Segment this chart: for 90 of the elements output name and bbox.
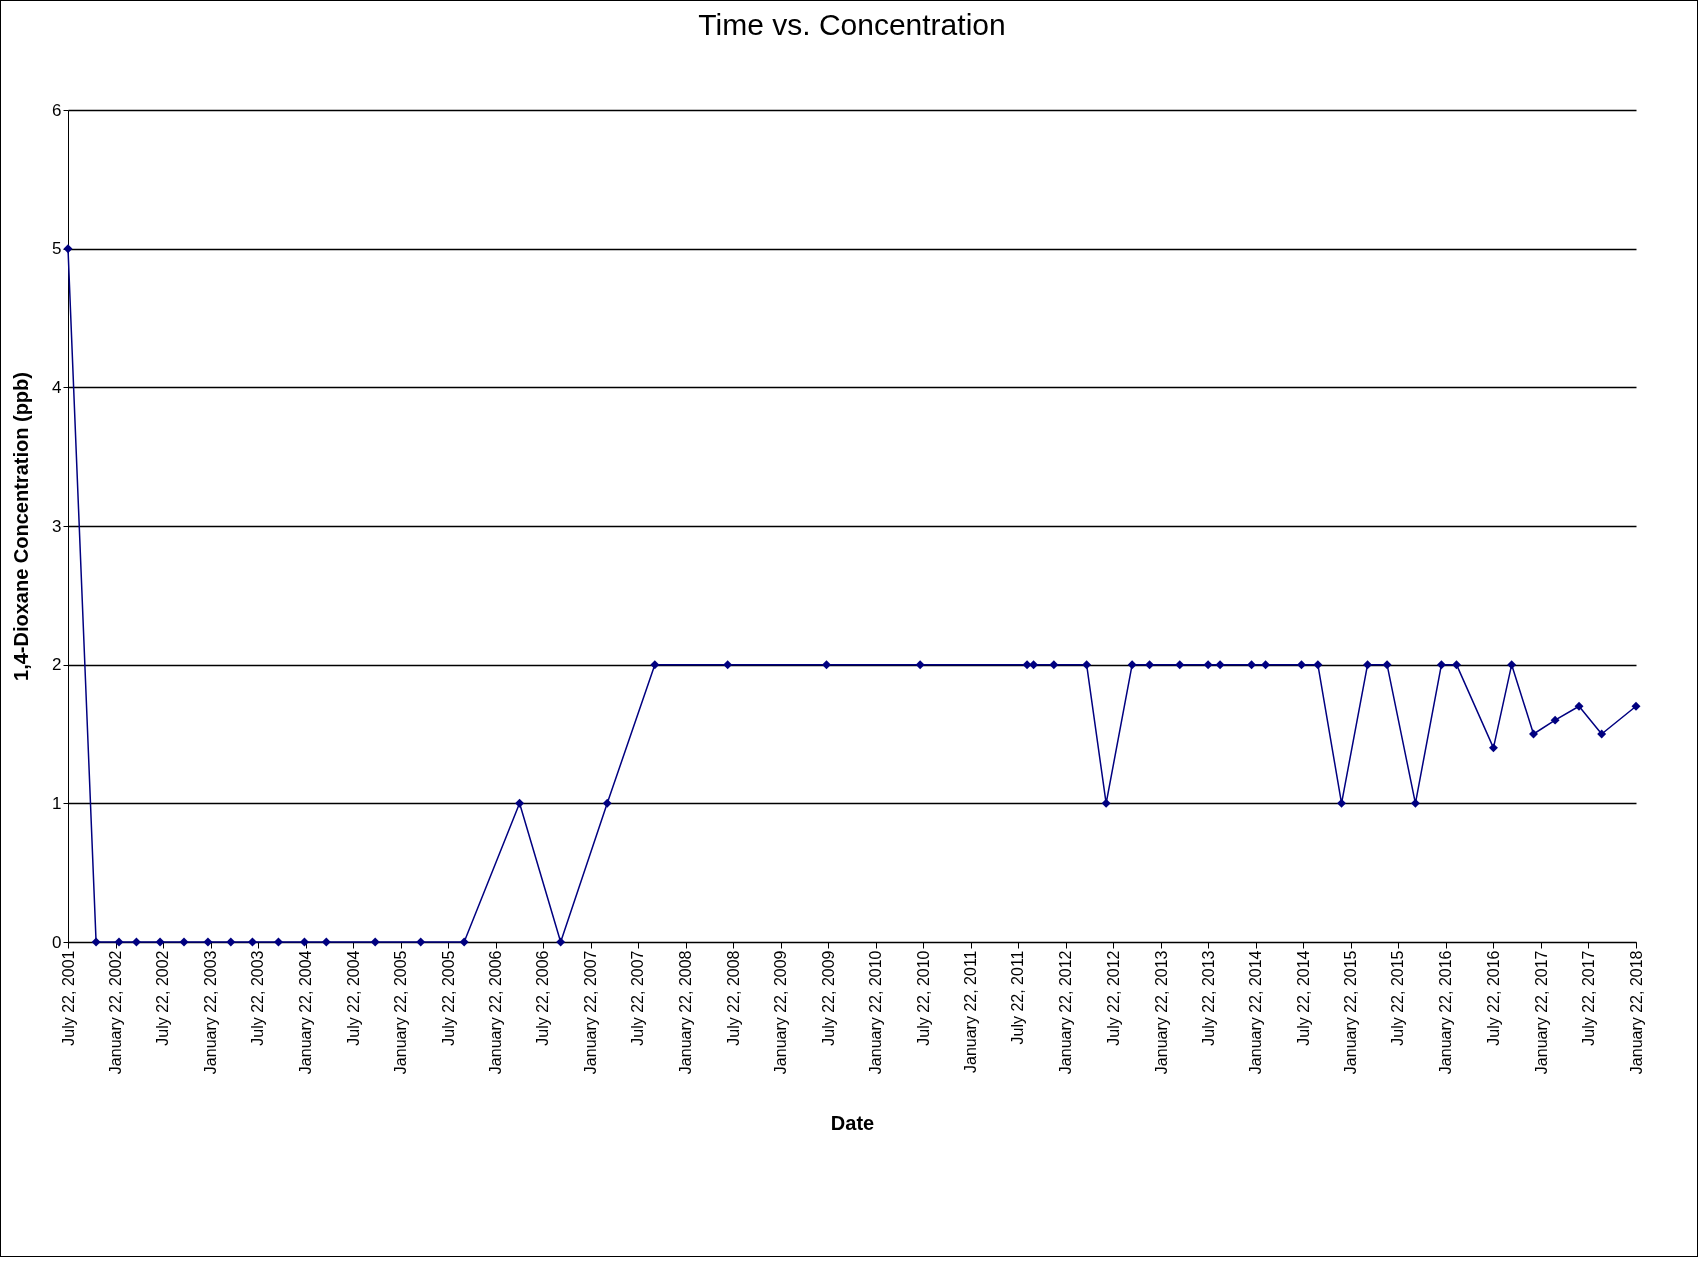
point bbox=[556, 937, 566, 947]
x-tick-label: July 22, 2012 bbox=[1104, 950, 1122, 1046]
x-tick-label: January 22, 2009 bbox=[772, 950, 790, 1075]
x-tick-label: July 22, 2009 bbox=[819, 950, 837, 1046]
point bbox=[1101, 798, 1111, 808]
y-axis-title: 1,4-Dioxane Concentration (ppb) bbox=[10, 372, 33, 681]
point bbox=[226, 937, 236, 947]
point bbox=[114, 937, 124, 947]
point bbox=[1410, 798, 1420, 808]
point bbox=[1574, 701, 1584, 711]
x-tick-label: January 22, 2015 bbox=[1342, 950, 1360, 1075]
point bbox=[723, 660, 733, 670]
point bbox=[91, 937, 101, 947]
point bbox=[1436, 660, 1446, 670]
x-tick-label: July 22, 2016 bbox=[1484, 950, 1502, 1046]
point bbox=[459, 937, 469, 947]
point bbox=[155, 937, 165, 947]
x-tick-label: July 22, 2013 bbox=[1199, 950, 1217, 1046]
x-tick-label: January 22, 2014 bbox=[1247, 950, 1265, 1075]
x-tick-label: January 22, 2013 bbox=[1152, 950, 1170, 1075]
point bbox=[602, 798, 612, 808]
point bbox=[321, 937, 331, 947]
x-tick-label: July 22, 2001 bbox=[59, 950, 77, 1046]
x-tick-label: January 22, 2010 bbox=[867, 950, 885, 1075]
x-tick-label: January 22, 2004 bbox=[297, 950, 315, 1075]
point bbox=[1261, 660, 1271, 670]
x-tick-label: January 22, 2017 bbox=[1532, 950, 1550, 1075]
point bbox=[1145, 660, 1155, 670]
point bbox=[1363, 660, 1373, 670]
point bbox=[515, 798, 525, 808]
x-tick-label: July 22, 2006 bbox=[534, 950, 552, 1046]
y-tick-label: 2 bbox=[52, 655, 62, 675]
x-tick-label: January 22, 2005 bbox=[392, 950, 410, 1075]
y-tick-label: 5 bbox=[52, 239, 62, 259]
point bbox=[1215, 660, 1225, 670]
x-tick-label: January 22, 2018 bbox=[1627, 950, 1645, 1075]
point bbox=[299, 937, 309, 947]
point bbox=[370, 937, 380, 947]
x-tick-label: January 22, 2007 bbox=[582, 950, 600, 1075]
x-tick-label: July 22, 2005 bbox=[439, 950, 457, 1046]
x-tick-label: January 22, 2016 bbox=[1437, 950, 1455, 1075]
point bbox=[1597, 729, 1607, 739]
y-tick-label: 0 bbox=[52, 932, 62, 952]
point bbox=[1247, 660, 1257, 670]
x-tick-label: July 22, 2008 bbox=[724, 950, 742, 1046]
point bbox=[203, 937, 213, 947]
x-tick-label: January 22, 2003 bbox=[202, 950, 220, 1075]
point bbox=[1127, 660, 1137, 670]
point bbox=[1550, 715, 1560, 725]
point bbox=[1488, 743, 1498, 753]
x-tick-label: July 22, 2011 bbox=[1009, 950, 1027, 1045]
point bbox=[1297, 660, 1306, 670]
point bbox=[822, 660, 831, 670]
point bbox=[1203, 660, 1213, 670]
point bbox=[650, 660, 660, 670]
x-axis-title: Date bbox=[830, 1112, 875, 1135]
x-tick-label: January 22, 2012 bbox=[1057, 950, 1075, 1075]
y-tick-label: 1 bbox=[52, 793, 62, 813]
point bbox=[1313, 660, 1323, 670]
point bbox=[1452, 660, 1461, 670]
x-tick-label: July 22, 2014 bbox=[1294, 950, 1312, 1046]
point bbox=[915, 660, 925, 670]
x-tick-label: July 22, 2003 bbox=[249, 950, 267, 1046]
point bbox=[1082, 660, 1092, 670]
y-tick-label: 3 bbox=[52, 516, 62, 536]
chart-title: Time vs. Concentration bbox=[698, 8, 1006, 41]
x-tick-label: January 22, 2008 bbox=[677, 950, 695, 1075]
x-tick-label: January 22, 2006 bbox=[487, 950, 505, 1075]
x-tick-label: July 22, 2017 bbox=[1579, 950, 1597, 1046]
point bbox=[273, 937, 283, 947]
x-tick-label: July 22, 2002 bbox=[154, 950, 172, 1046]
x-tick-label: July 22, 2007 bbox=[629, 950, 647, 1046]
point bbox=[179, 937, 189, 947]
point bbox=[1029, 660, 1039, 670]
point bbox=[416, 937, 426, 947]
point bbox=[1049, 660, 1059, 670]
point bbox=[1507, 660, 1517, 670]
point bbox=[1175, 660, 1185, 670]
point bbox=[1337, 798, 1347, 808]
y-tick-label: 6 bbox=[52, 100, 62, 120]
x-tick-label: July 22, 2004 bbox=[344, 950, 362, 1046]
x-tick-label: January 22, 2002 bbox=[107, 950, 125, 1075]
x-tick-label: July 22, 2015 bbox=[1389, 950, 1407, 1046]
y-tick-label: 4 bbox=[52, 377, 62, 397]
point bbox=[247, 937, 257, 947]
point bbox=[1631, 701, 1641, 711]
x-tick-label: July 22, 2010 bbox=[914, 950, 932, 1046]
point bbox=[1382, 660, 1392, 670]
x-tick-label: January 22, 2011 bbox=[962, 950, 980, 1073]
point bbox=[131, 937, 141, 947]
